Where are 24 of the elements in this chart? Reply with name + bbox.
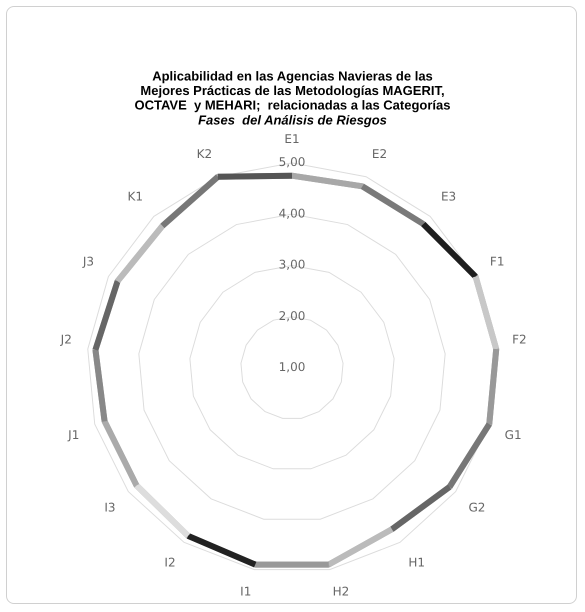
y-tick-label: 5,00 [278,155,306,170]
y-tick-label: 3,00 [278,258,306,272]
spoke-label: J3 [82,254,94,268]
spoke-label: I3 [104,500,116,515]
spoke-label: K2 [196,146,212,161]
spoke-label: E1 [284,132,300,146]
spoke-label: J1 [67,428,80,442]
chart-subtitle: Fases del Análisis de Riesgos [198,112,387,128]
y-tick-label: 2,00 [278,308,306,323]
spoke-label: K1 [128,190,144,204]
y-tick-label: 4,00 [278,206,306,220]
spoke-label: I1 [240,584,252,599]
spoke-label: H2 [332,584,350,599]
y-tick-label: 1,00 [278,360,306,374]
spoke-label: E2 [372,146,388,161]
spoke-label: F1 [490,254,504,268]
spoke-label: I2 [164,555,176,570]
spoke-label: J2 [60,332,72,347]
spoke-label: H1 [408,555,426,570]
spoke-label: G2 [468,500,486,515]
chart-title: Aplicabilidad en las Agencias Navieras de las Mejores Prácticas de las Metodologías MAGERIT, OCTAVE y MEHARI; relacionadas a las Categorías [134,68,450,112]
spoke-label: F2 [512,332,527,347]
spoke-label: E3 [440,190,456,204]
spoke-label: G1 [504,428,522,442]
